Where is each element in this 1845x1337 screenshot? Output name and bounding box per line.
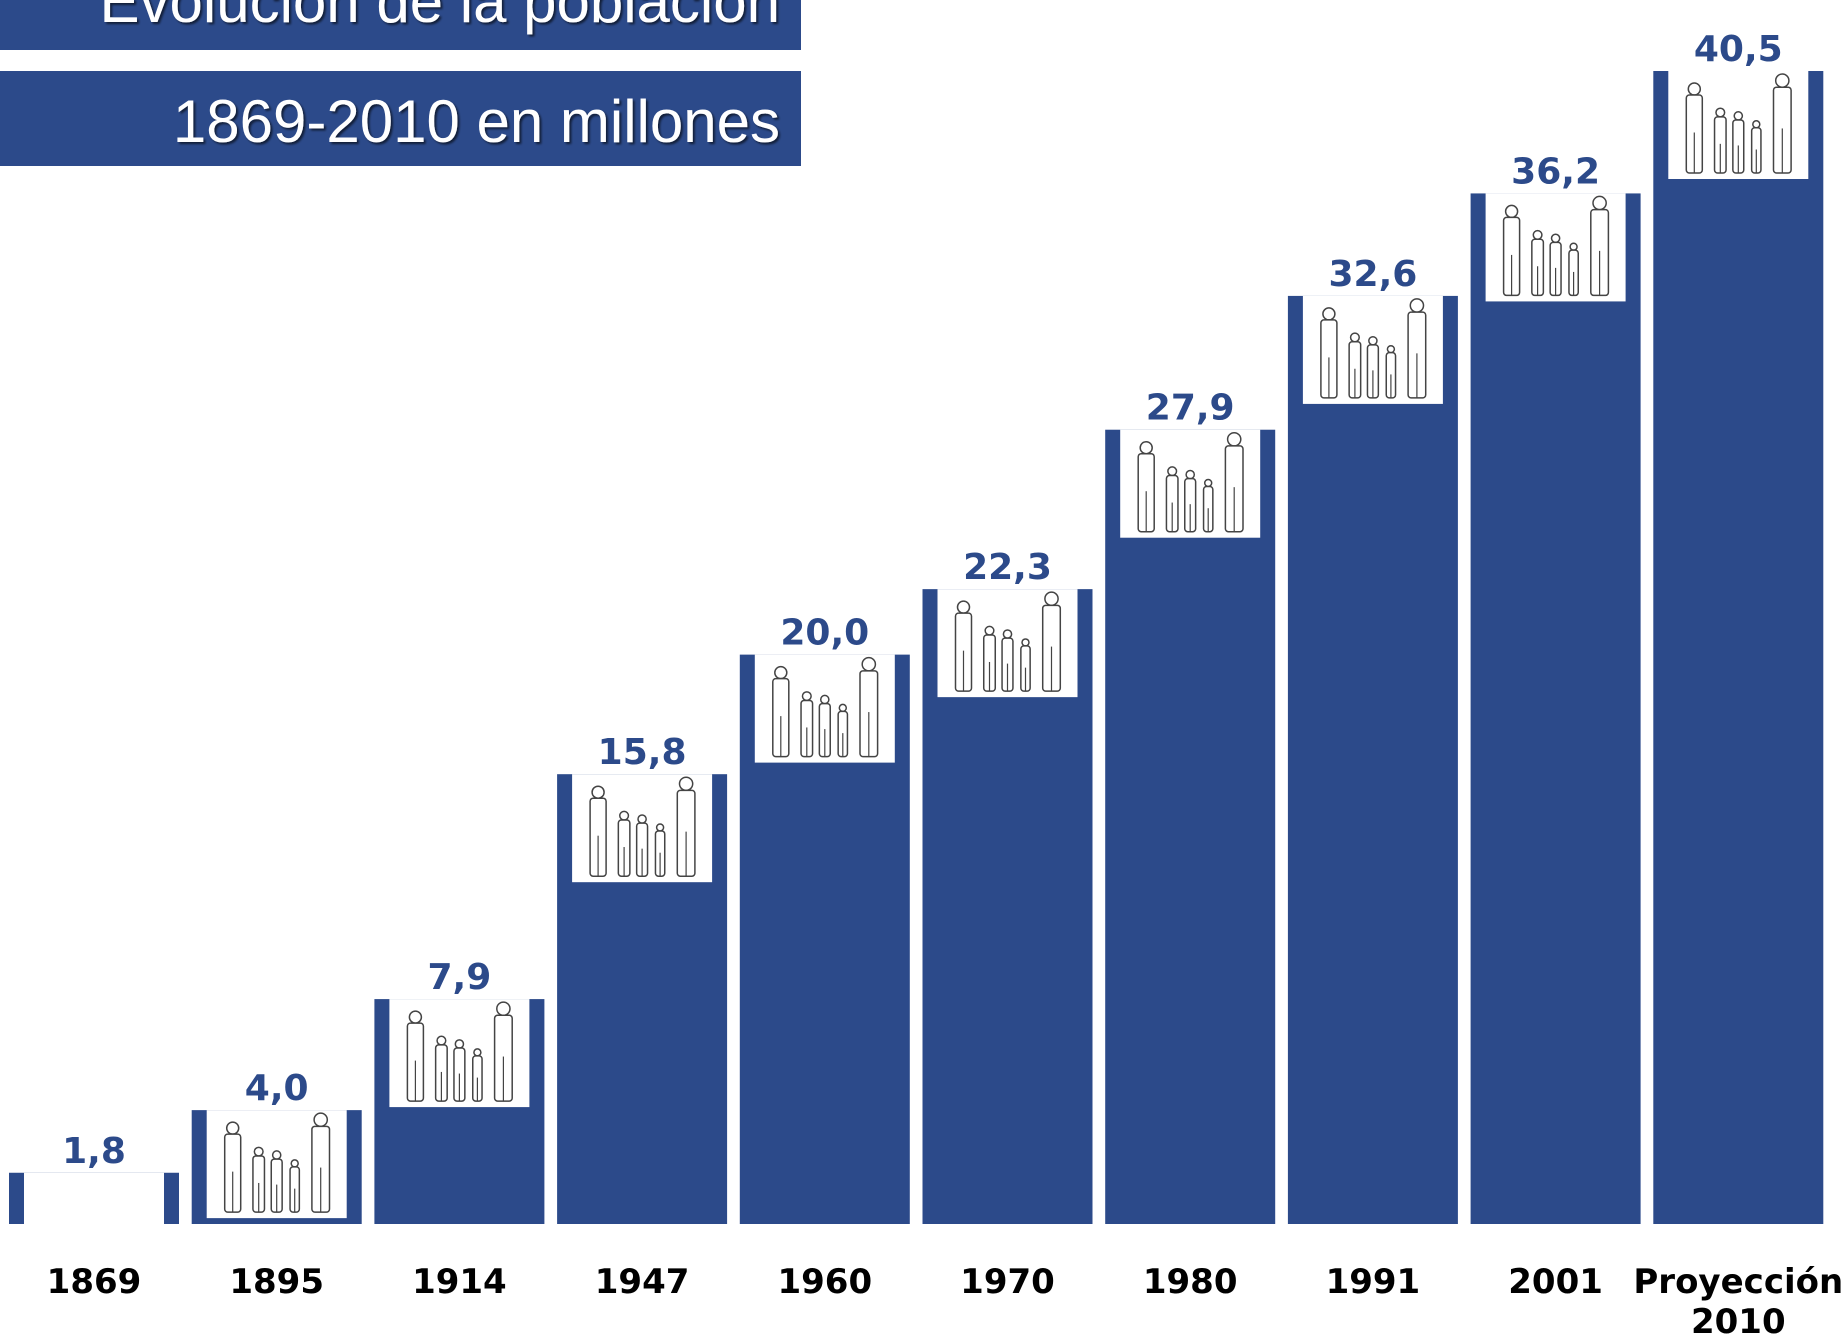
family-icon (937, 589, 1078, 698)
figure-head (454, 1039, 465, 1049)
figure-head (1203, 478, 1213, 488)
bar (1653, 71, 1824, 1224)
figure-head (861, 656, 877, 672)
figure-head (678, 776, 694, 792)
x-tick-label: 1980 (1142, 1262, 1238, 1302)
x-tick-label: 1970 (960, 1262, 1055, 1302)
family-icon (1485, 193, 1626, 302)
figure-head (801, 691, 812, 702)
figure-head (1386, 344, 1396, 354)
figure-head (819, 694, 830, 705)
figure-head (1322, 307, 1336, 321)
figure-head (774, 665, 788, 680)
figure-head (1139, 440, 1153, 455)
figure-head (271, 1150, 282, 1160)
figure-head (1021, 638, 1030, 647)
value-label: 7,9 (428, 957, 492, 998)
figure-head (1752, 120, 1761, 129)
figure-head (1687, 82, 1702, 96)
value-label: 22,3 (963, 547, 1052, 588)
x-tick-label: 1947 (594, 1262, 690, 1302)
figure-head (225, 1121, 240, 1135)
family-icon (1668, 71, 1809, 179)
figure-head (619, 810, 630, 821)
family-icon (24, 1172, 164, 1224)
x-tick-label: 1914 (412, 1262, 507, 1302)
value-label: 4,0 (245, 1068, 309, 1109)
x-tick-label: 1895 (229, 1262, 324, 1302)
x-tick-label: Proyección 2010 (1633, 1262, 1844, 1337)
family-icon (572, 774, 713, 883)
figure-head (496, 1001, 511, 1017)
family-icon (1120, 429, 1261, 538)
x-tick-label: 1960 (777, 1262, 873, 1302)
x-tick-label: 1991 (1325, 1262, 1421, 1302)
figure-head (1368, 335, 1378, 346)
value-label: 40,5 (1694, 29, 1783, 70)
value-label: 32,6 (1328, 254, 1417, 295)
figure-head (984, 625, 995, 636)
figure-head (1409, 298, 1425, 313)
figure-head (1226, 431, 1242, 447)
family-icon (206, 1110, 347, 1219)
figure-head (1532, 229, 1543, 241)
icon-background (24, 1172, 164, 1224)
value-label: 15,8 (598, 732, 687, 773)
family-icon (1302, 295, 1443, 404)
figure-head (1044, 591, 1059, 607)
figure-head (591, 785, 605, 799)
figure-head (1167, 466, 1178, 477)
figure-head (655, 823, 665, 832)
figure-head (473, 1048, 482, 1057)
figure-head (1504, 204, 1519, 219)
figure-head (408, 1010, 423, 1024)
x-tick-label: 2001 (1508, 1262, 1603, 1302)
subtitle-box (0, 71, 801, 166)
title-box (0, 0, 801, 50)
bar (1470, 193, 1641, 1225)
figure-head (1002, 629, 1013, 639)
figure-head (1774, 73, 1790, 88)
figure-head (1185, 469, 1196, 480)
figure-head (313, 1112, 329, 1128)
figure-head (637, 814, 647, 824)
bar (1105, 429, 1276, 1224)
family-icon (389, 999, 530, 1108)
figure-head (1715, 107, 1726, 118)
bar (1287, 295, 1458, 1225)
figure-head (253, 1146, 264, 1157)
figure-head (436, 1035, 447, 1046)
x-tick-label: 1869 (46, 1262, 142, 1302)
family-icon (754, 654, 895, 763)
chart-subtitle: 1869-2010 en millones (173, 88, 780, 155)
value-label: 20,0 (780, 613, 869, 654)
chart-title: Evolución de la población (100, 0, 780, 35)
figure-head (1550, 233, 1561, 244)
figure-head (1569, 242, 1578, 251)
figure-head (1349, 332, 1360, 343)
value-label: 27,9 (1146, 388, 1235, 429)
figure-head (290, 1159, 299, 1168)
value-label: 36,2 (1511, 151, 1600, 192)
figure-head (838, 703, 848, 713)
figure-head (1592, 195, 1607, 211)
value-label: 1,8 (62, 1131, 126, 1172)
figure-head (956, 600, 971, 614)
figure-head (1733, 111, 1744, 121)
